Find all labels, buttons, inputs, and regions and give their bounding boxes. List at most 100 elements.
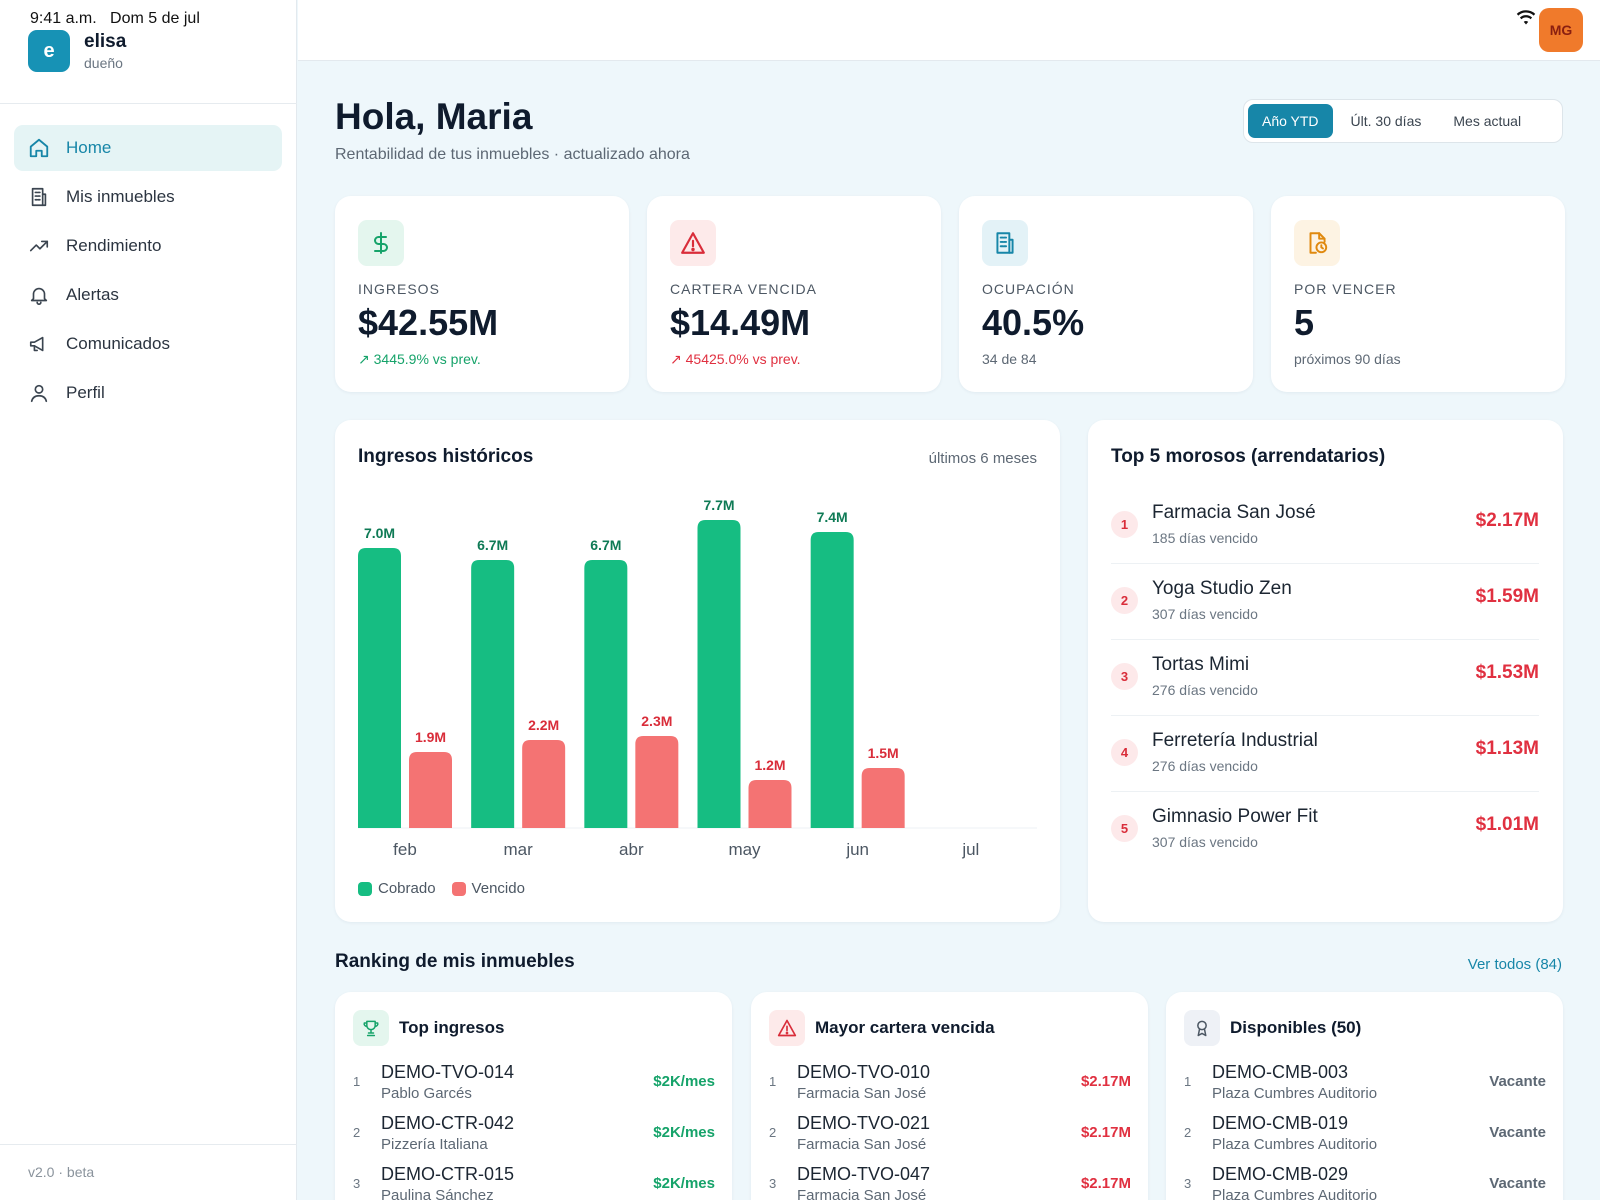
sidebar-item-home[interactable]: Home <box>14 125 282 171</box>
sidebar-item-label: Alertas <box>66 285 119 304</box>
moroso-amount: $1.13M <box>1475 738 1539 759</box>
property-status: Vacante <box>1489 1124 1546 1141</box>
sidebar-item-comunicados[interactable]: Comunicados <box>14 321 282 367</box>
moroso-row[interactable]: 3 Tortas Mimi 276 días vencido $1.53M <box>1111 640 1539 716</box>
see-all-link[interactable]: Ver todos (84) <box>1467 956 1562 973</box>
ranking-row[interactable]: 1 DEMO-CMB-003 Plaza Cumbres Auditorio V… <box>1184 1062 1546 1112</box>
kpi-value: 5 <box>1294 302 1315 343</box>
tab-mes-actual[interactable]: Mes actual <box>1453 113 1522 129</box>
moroso-row[interactable]: 2 Yoga Studio Zen 307 días vencido $1.59… <box>1111 564 1539 640</box>
moroso-row[interactable]: 5 Gimnasio Power Fit 307 días vencido $1… <box>1111 792 1539 868</box>
property-location: Plaza Cumbres Auditorio <box>1212 1085 1378 1102</box>
sidebar-item-mis-inmuebles[interactable]: Mis inmuebles <box>14 174 282 220</box>
dollar-icon <box>358 220 404 266</box>
chart-range-label: últimos 6 meses <box>928 450 1037 467</box>
property-code: DEMO-CMB-029 <box>1212 1164 1349 1184</box>
property-value: $2K/mes <box>653 1073 715 1090</box>
tab-ultimos-30-dias[interactable]: Últ. 30 días <box>1350 113 1422 129</box>
status-time: 9:41 a.m. Dom 5 de jul <box>30 10 200 28</box>
kpi-card-cartera-vencida[interactable]: CARTERA VENCIDA $14.49M ↗ 45425.0% vs pr… <box>647 196 941 392</box>
sidebar-divider <box>0 103 297 104</box>
ranking-row[interactable]: 2 DEMO-CMB-019 Plaza Cumbres Auditorio V… <box>1184 1113 1546 1163</box>
sidebar-item-rendimiento[interactable]: Rendimiento <box>14 223 282 269</box>
ranking-row[interactable]: 3 DEMO-TVO-047 Farmacia San José $2.17M <box>769 1164 1131 1200</box>
brand[interactable]: e elisa dueño <box>28 30 126 72</box>
sidebar-item-alertas[interactable]: Alertas <box>14 272 282 318</box>
avatar[interactable]: MG <box>1539 8 1583 52</box>
moroso-name: Farmacia San José <box>1152 502 1316 523</box>
page-subtitle: Rentabilidad de tus inmuebles · actualiz… <box>335 146 690 163</box>
rank-number: 2 <box>353 1125 361 1140</box>
bar-vencido-jun[interactable] <box>861 768 905 828</box>
ranking-row[interactable]: 2 DEMO-CTR-042 Pizzería Italiana $2K/mes <box>353 1113 715 1163</box>
bar-vencido-feb[interactable] <box>409 752 452 828</box>
kpi-card-ocupacion[interactable]: OCUPACIÓN 40.5% 34 de 84 <box>959 196 1253 392</box>
bar-cobrado-abr[interactable] <box>584 560 628 828</box>
rank-number: 2 <box>1184 1125 1192 1140</box>
file-clock-icon <box>1294 220 1340 266</box>
property-code: DEMO-CMB-003 <box>1212 1062 1349 1082</box>
data-label: 6.7M <box>590 537 621 553</box>
bar-vencido-abr[interactable] <box>635 736 679 828</box>
property-tenant: Farmacia San José <box>797 1085 927 1102</box>
moroso-amount: $1.01M <box>1475 814 1539 835</box>
ranking-row[interactable]: 2 DEMO-TVO-021 Farmacia San José $2.17M <box>769 1113 1131 1163</box>
bar-cobrado-jun[interactable] <box>810 532 854 828</box>
tab-ano-ytd[interactable]: Año YTD <box>1248 104 1333 138</box>
sidebar-item-label: Rendimiento <box>66 236 162 255</box>
property-code: DEMO-TVO-010 <box>797 1062 931 1082</box>
property-code: DEMO-CTR-015 <box>381 1164 515 1184</box>
legend-label: Cobrado <box>378 880 436 897</box>
bar-vencido-mar[interactable] <box>522 740 566 828</box>
legend-swatch <box>358 881 372 896</box>
moroso-name: Gimnasio Power Fit <box>1152 806 1318 827</box>
kpi-label: OCUPACIÓN <box>982 281 1075 297</box>
warning-icon <box>670 220 716 266</box>
status-clock: 9:41 a.m. <box>30 10 97 27</box>
property-tenant: Farmacia San José <box>797 1136 927 1153</box>
chart-card: Ingresos históricos últimos 6 meses 7.0M… <box>335 420 1060 922</box>
page-title: Hola, Maria <box>335 96 533 137</box>
moroso-row[interactable]: 4 Ferretería Industrial 276 días vencido… <box>1111 716 1539 792</box>
bar-cobrado-feb[interactable] <box>358 548 401 828</box>
moroso-days: 307 días vencido <box>1152 606 1258 622</box>
kpi-card-ingresos[interactable]: INGRESOS $42.55M ↗ 3445.9% vs prev. <box>335 196 629 392</box>
ranking-row[interactable]: 3 DEMO-CTR-015 Paulina Sánchez $2K/mes <box>353 1164 715 1200</box>
bar-cobrado-may[interactable] <box>697 520 741 828</box>
rank-badge: 3 <box>1111 663 1138 690</box>
status-date: Dom 5 de jul <box>110 10 200 27</box>
sidebar-item-perfil[interactable]: Perfil <box>14 370 282 416</box>
property-tenant: Farmacia San José <box>797 1187 927 1200</box>
home-icon <box>28 137 50 159</box>
building-icon <box>982 220 1028 266</box>
data-label: 2.2M <box>528 717 559 733</box>
data-label: 7.0M <box>364 525 395 541</box>
kpi-card-por-vencer[interactable]: POR VENCER 5 próximos 90 días <box>1271 196 1565 392</box>
ranking-row[interactable]: 1 DEMO-TVO-014 Pablo Garcés $2K/mes <box>353 1062 715 1112</box>
property-location: Plaza Cumbres Auditorio <box>1212 1187 1378 1200</box>
brand-logo: e <box>28 30 70 72</box>
ranking-card-disponibles: Disponibles (50) 1 DEMO-CMB-003 Plaza Cu… <box>1166 992 1563 1200</box>
data-label: 1.9M <box>415 729 446 745</box>
property-tenant: Paulina Sánchez <box>381 1187 494 1200</box>
rank-number: 1 <box>769 1074 777 1089</box>
moroso-row[interactable]: 1 Farmacia San José 185 días vencido $2.… <box>1111 488 1539 564</box>
property-code: DEMO-TVO-014 <box>381 1062 515 1082</box>
kpi-value: $14.49M <box>670 302 811 343</box>
user-icon <box>28 382 50 404</box>
legend-item-vencido: Vencido <box>451 880 525 897</box>
data-label: 7.7M <box>703 497 734 513</box>
bar-chart: 7.0M 1.9M feb 6.7M 2.2M mar 6.7M 2.3M abr 7.7M 1.2… <box>358 497 1037 859</box>
data-label: 6.7M <box>477 537 508 553</box>
ranking-row[interactable]: 3 DEMO-CMB-029 Plaza Cumbres Auditorio V… <box>1184 1164 1546 1200</box>
x-tick-label: jul <box>961 840 979 859</box>
legend-swatch <box>451 881 466 896</box>
brand-role: dueño <box>84 55 123 71</box>
ranking-card-title: Disponibles (50) <box>1230 1018 1362 1037</box>
bar-vencido-may[interactable] <box>748 780 792 828</box>
trend-icon <box>28 235 50 257</box>
bar-cobrado-mar[interactable] <box>471 560 515 828</box>
trend-up-icon: ↗ <box>670 351 682 367</box>
morosos-card: Top 5 morosos (arrendatarios) 1 Farmacia… <box>1088 420 1563 922</box>
ranking-row[interactable]: 1 DEMO-TVO-010 Farmacia San José $2.17M <box>769 1062 1131 1112</box>
